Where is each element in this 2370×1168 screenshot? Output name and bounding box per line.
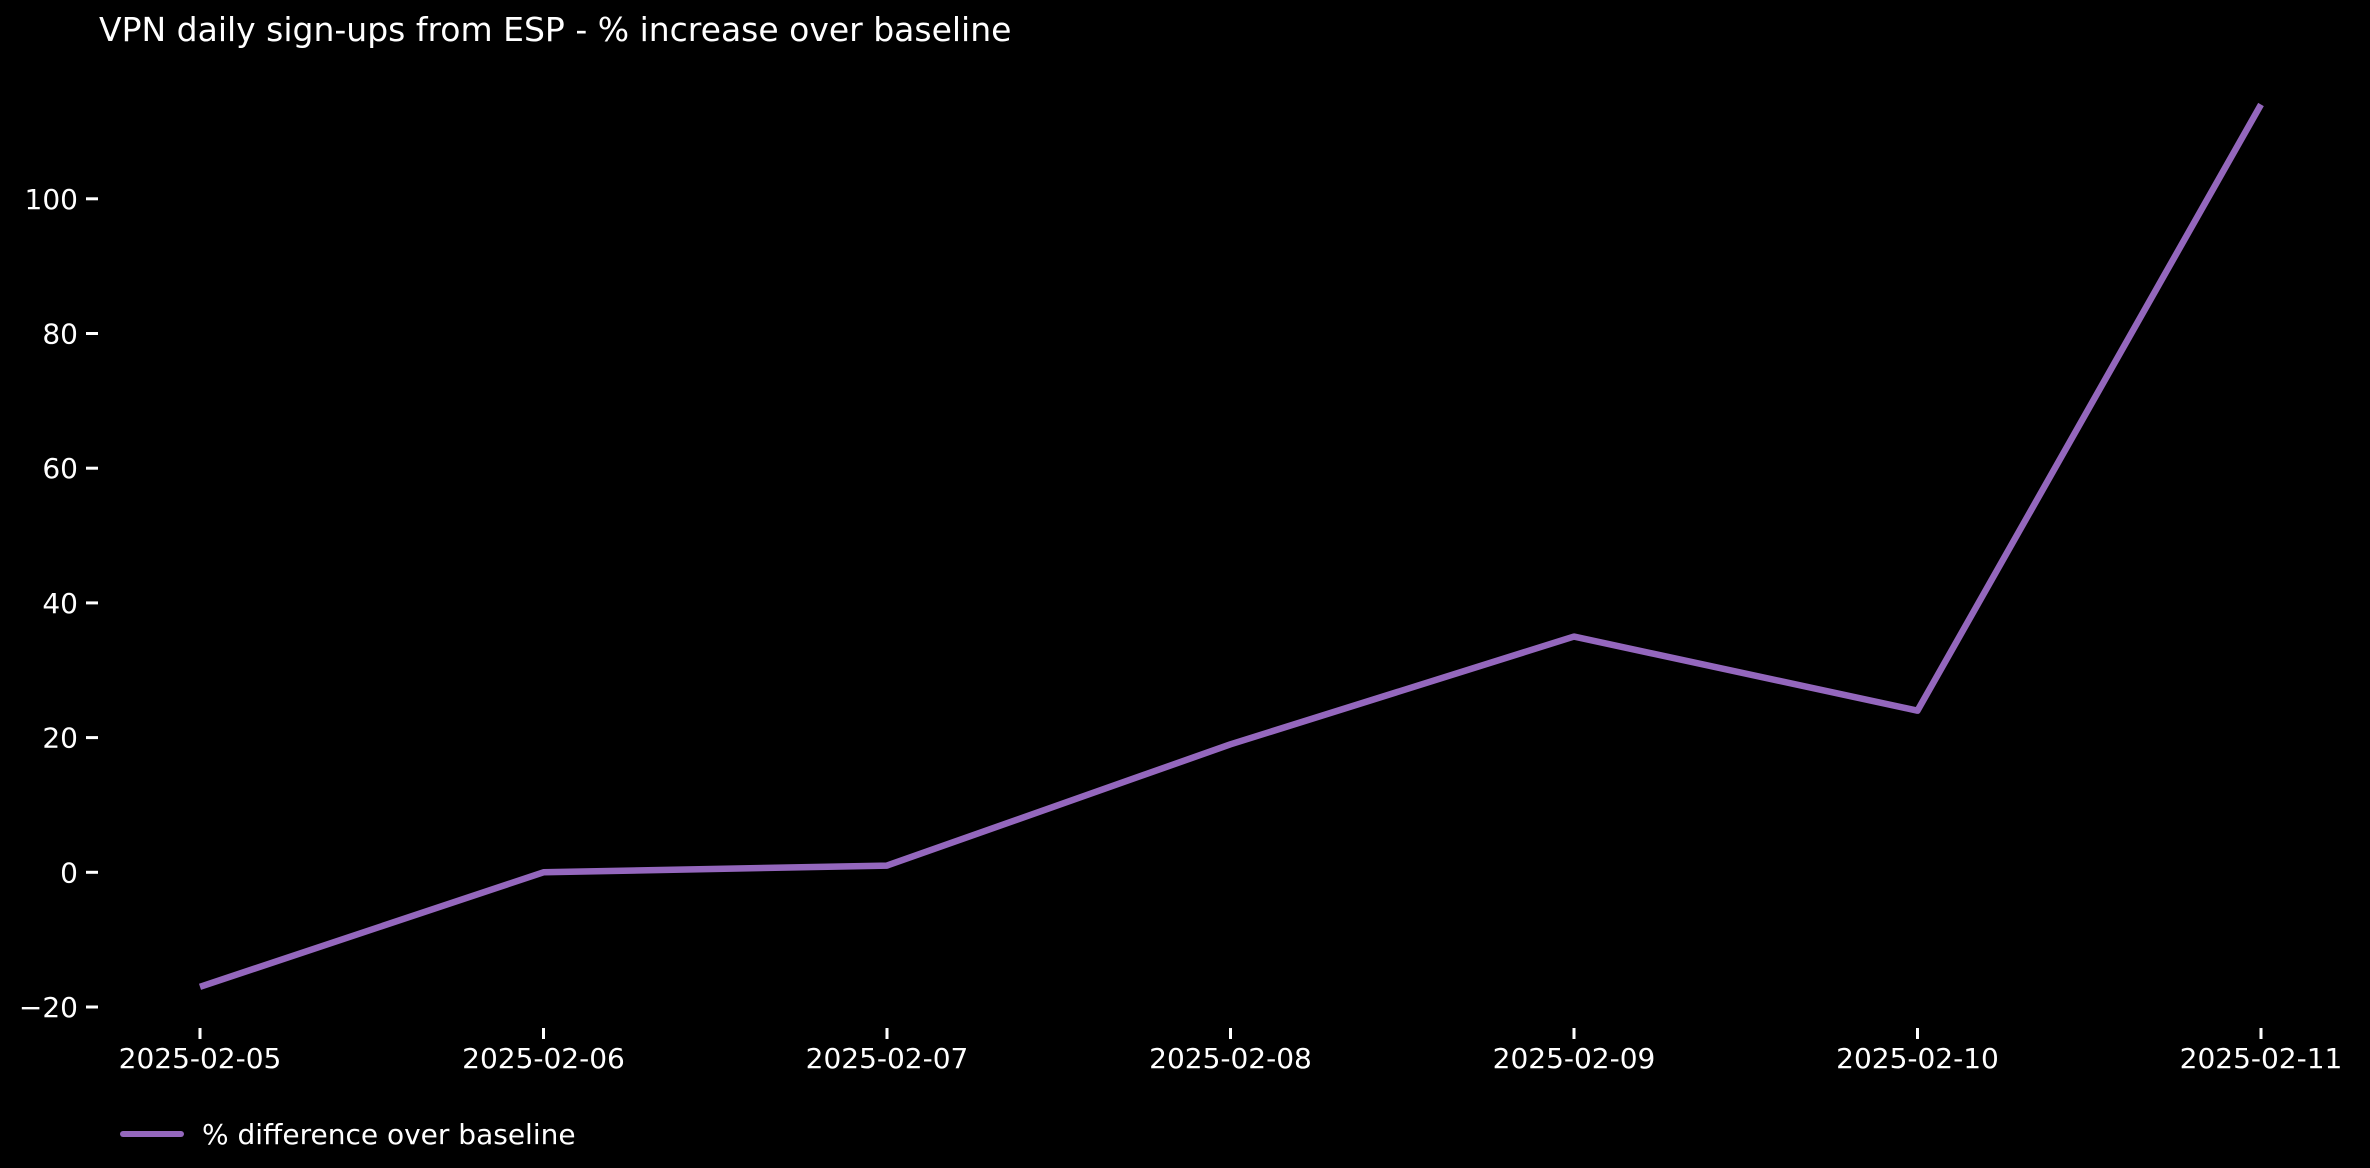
y-tick-label: −20 [19, 991, 78, 1024]
x-tick-label: 2025-02-09 [1493, 1042, 1656, 1075]
x-tick-label: 2025-02-05 [119, 1042, 282, 1075]
y-tick-label: 20 [42, 722, 78, 755]
y-tick-label: 60 [42, 452, 78, 485]
y-tick-label: 40 [42, 587, 78, 620]
x-tick-label: 2025-02-06 [462, 1042, 625, 1075]
chart-title: VPN daily sign-ups from ESP - % increase… [99, 10, 1012, 49]
y-tick-label: 80 [42, 318, 78, 351]
series-line [198, 102, 2264, 990]
legend-line-swatch [120, 1131, 184, 1137]
x-tick-label: 2025-02-08 [1149, 1042, 1312, 1075]
x-tick-label: 2025-02-11 [2180, 1042, 2343, 1075]
legend: % difference over baseline [120, 1113, 576, 1155]
legend-label: % difference over baseline [202, 1117, 576, 1151]
x-tick-label: 2025-02-07 [806, 1042, 969, 1075]
y-tick-label: 100 [25, 183, 78, 216]
y-tick-label: 0 [60, 856, 78, 889]
x-tick-label: 2025-02-10 [1836, 1042, 1999, 1075]
